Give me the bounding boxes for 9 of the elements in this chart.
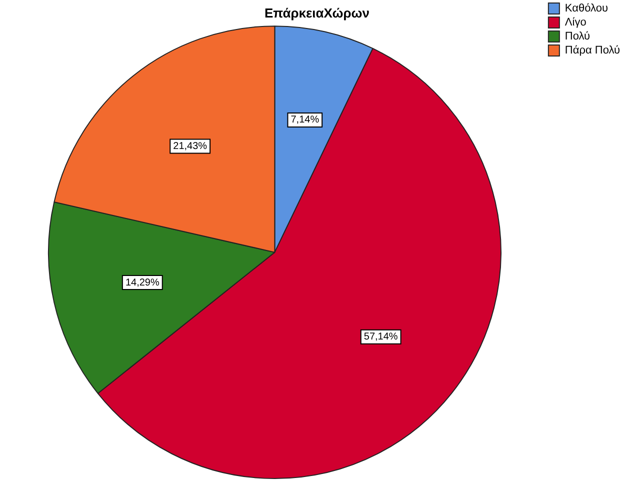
chart-title: ΕπάρκειαΧώρων	[264, 5, 370, 20]
legend-label: Καθόλου	[564, 2, 608, 15]
legend-label: Πάρα Πολύ	[564, 44, 620, 57]
legend-label: Λίγο	[564, 16, 586, 29]
data-label: 57,14%	[364, 332, 398, 343]
data-label: 7,14%	[290, 114, 320, 126]
data-label: 14,29%	[125, 277, 160, 288]
legend-label: Πολύ	[564, 30, 590, 43]
data-label: 21,43%	[173, 140, 208, 152]
